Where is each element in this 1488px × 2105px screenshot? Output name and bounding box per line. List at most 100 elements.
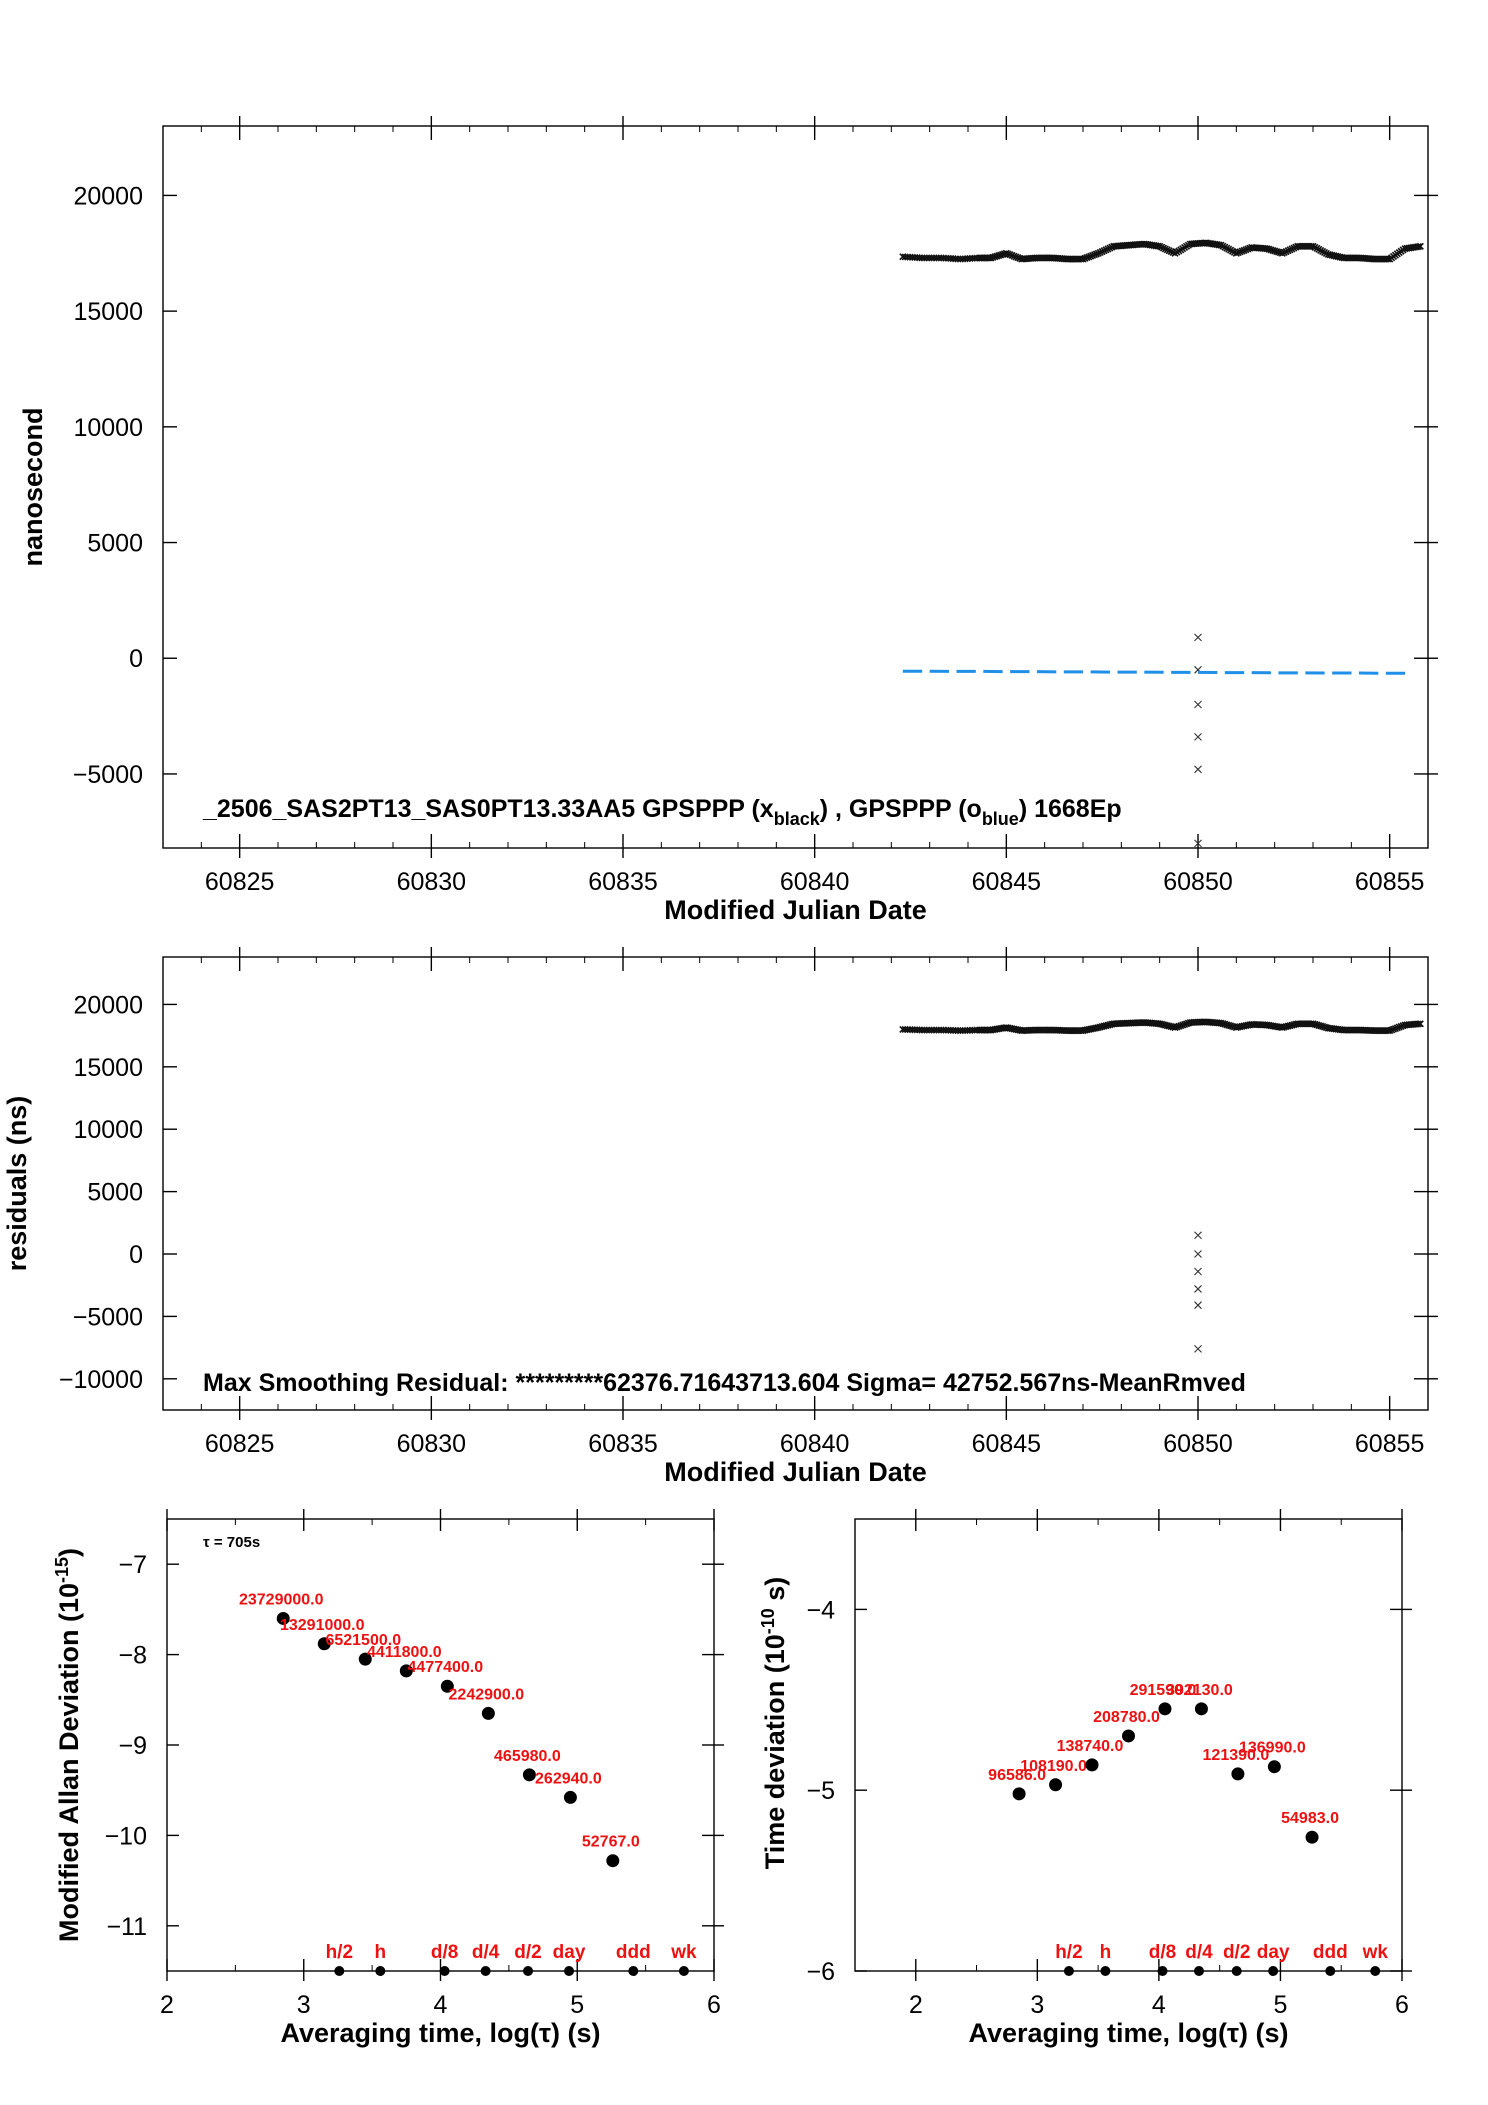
x-tick-label: 4 (1152, 1991, 1166, 2019)
caption-sub2: blue (982, 809, 1019, 829)
data-point (1194, 1702, 1208, 1716)
data-point-x (1213, 241, 1221, 249)
y-tick-label: −6 (806, 1958, 835, 1986)
caption-sub1: black (774, 809, 821, 829)
y-axis-title-ylabel: Modified Allan Deviation (10 (54, 1583, 84, 1942)
time-marker-dot (1325, 1966, 1336, 1976)
data-point (1049, 1778, 1063, 1792)
data-point-x (951, 1026, 960, 1035)
data-point-x (998, 1024, 1007, 1032)
data-point-x (1029, 1026, 1037, 1034)
x-tick-label: 4 (434, 1991, 448, 2019)
y-tick-label: −9 (118, 1732, 147, 1760)
data-point-x (1106, 1021, 1114, 1029)
data-point-x (1121, 241, 1129, 250)
data-point-x (1412, 1020, 1421, 1028)
data-point-x (1395, 1023, 1403, 1031)
data-point-x (1397, 1022, 1405, 1030)
x-tick-label: 60835 (588, 1430, 658, 1458)
data-point-x (1228, 1022, 1237, 1030)
time-marker-label: d/8 (431, 1942, 458, 1963)
data-point-x (1240, 246, 1248, 254)
offset-chart: 60825 60830 60835 60840 60845 60850 60855 −5000… (18, 116, 1438, 925)
data-point-x (1412, 243, 1421, 251)
y-tick-label: 0 (129, 1241, 143, 1269)
data-point-x (1382, 1027, 1390, 1035)
data-label: 392130.0 (1166, 1682, 1233, 1699)
data-label: 96586.0 (988, 1767, 1046, 1784)
data-point-x (1290, 1021, 1298, 1029)
data-label: 108190.0 (1020, 1758, 1087, 1775)
time-marker-label: d/8 (1149, 1942, 1176, 1963)
data-point-x (1083, 254, 1091, 262)
x-tick-label: 60830 (397, 1430, 467, 1458)
data-label: 2242900.0 (449, 1686, 525, 1703)
data-label: 121390.0 (1203, 1747, 1270, 1764)
y-tick-label: −7 (118, 1551, 147, 1579)
time-marker-label: d/4 (1185, 1942, 1213, 1963)
data-point (1305, 1830, 1319, 1844)
x-tick-label: 60855 (1355, 1430, 1425, 1458)
data-point-x (1244, 1021, 1252, 1029)
x-tick-label: 5 (570, 1991, 584, 2019)
data-point (1231, 1767, 1245, 1781)
plot-caption: _2506_SAS2PT13_SAS0PT13.33AA5 GPSPPP (xb… (202, 795, 1122, 829)
x-tick-label: 3 (297, 1991, 311, 2019)
data-point-x (1351, 254, 1359, 262)
time-marker-label: ddd (1313, 1942, 1348, 1963)
data-label: 208780.0 (1093, 1709, 1160, 1726)
time-marker-dot (439, 1966, 450, 1976)
data-label: 4477400.0 (408, 1659, 484, 1676)
data-label: 6521500.0 (325, 1632, 401, 1649)
data-point-x (1244, 245, 1252, 253)
data-point-x (1194, 1344, 1202, 1353)
time-marker-dot (628, 1966, 639, 1976)
x-axis-title: Modified Julian Date (664, 895, 927, 925)
data-point (563, 1790, 577, 1804)
x-axis-title: Modified Julian Date (664, 1457, 927, 1487)
data-point-x (1305, 242, 1313, 250)
data-point-x (1010, 252, 1018, 260)
time-marker-dot (480, 1966, 491, 1976)
y-tick-label: −5000 (73, 761, 143, 789)
data-point-x (1366, 255, 1375, 263)
x-tick-label: 60845 (972, 868, 1042, 896)
data-point-x (1182, 1020, 1191, 1028)
data-point-x (1081, 254, 1089, 262)
x-axis-title: Averaging time, log(τ) (s) (968, 2018, 1288, 2048)
data-point-x (1012, 253, 1020, 261)
data-point (399, 1664, 413, 1678)
data-point (522, 1768, 536, 1782)
data-point-x (1384, 255, 1392, 263)
x-tick-label: 3 (1030, 1991, 1044, 2019)
y-tick-label: 5000 (87, 1179, 143, 1207)
data-point-x (1004, 250, 1012, 258)
data-point-x (1194, 839, 1202, 848)
data-point-x (1136, 1019, 1145, 1027)
data-point-x (1393, 1024, 1401, 1032)
y-tick-label: 20000 (73, 182, 143, 210)
y-tick-label: 0 (129, 645, 143, 673)
data-point-x (1121, 1019, 1129, 1027)
time-marker-dot (678, 1966, 689, 1976)
data-point-x (1092, 250, 1100, 258)
data-point-x (1060, 1026, 1068, 1035)
data-point (1122, 1729, 1135, 1743)
data-point-x (1194, 1285, 1202, 1293)
data-point-x (1238, 247, 1246, 255)
data-point-x (1089, 251, 1097, 260)
time-marker-label: d/2 (1223, 1942, 1250, 1963)
time-marker-dot (1268, 1966, 1279, 1976)
caption-mid: ) , GPSPPP (o (820, 795, 982, 823)
data-point-x (1167, 1023, 1175, 1031)
x-tick-label: 60845 (972, 1430, 1042, 1458)
plot-frame (854, 1518, 1403, 1972)
data-point-x (1305, 1020, 1313, 1028)
data-point-x (1008, 251, 1016, 260)
y-tick-label: 15000 (73, 298, 143, 326)
data-point-x (1391, 1024, 1399, 1033)
y-axis-title-ylabel_end: ) (54, 1548, 84, 1557)
y-axis-title-ylabel_end: s) (760, 1577, 790, 1609)
data-point-x (1414, 1020, 1422, 1028)
